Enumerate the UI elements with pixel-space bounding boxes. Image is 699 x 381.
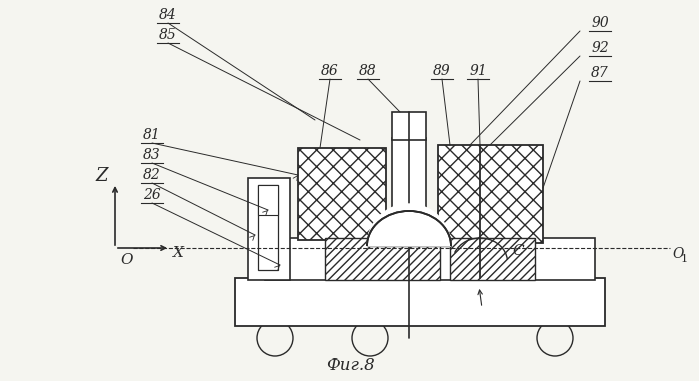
Bar	[258, 185, 278, 270]
Text: 88: 88	[359, 64, 377, 78]
Text: 81: 81	[143, 128, 161, 142]
Text: 90: 90	[591, 16, 609, 30]
Wedge shape	[367, 204, 451, 246]
Text: X: X	[173, 246, 184, 260]
Text: 85: 85	[159, 28, 177, 42]
Text: 89: 89	[433, 64, 451, 78]
Bar	[392, 138, 426, 246]
Text: O: O	[120, 253, 133, 267]
Bar	[258, 185, 278, 215]
Text: 83: 83	[143, 148, 161, 162]
Text: 92: 92	[591, 41, 609, 55]
Bar	[392, 112, 426, 140]
Text: 91: 91	[469, 64, 487, 78]
Bar	[235, 278, 605, 326]
Bar	[438, 145, 543, 243]
Text: Z: Z	[95, 167, 108, 185]
Text: Фиг.8: Фиг.8	[326, 357, 375, 374]
Bar	[298, 148, 386, 240]
Text: 26: 26	[143, 188, 161, 202]
Bar	[248, 178, 290, 280]
Text: 86: 86	[321, 64, 339, 78]
Bar	[450, 238, 535, 280]
Text: 1: 1	[681, 254, 688, 264]
Bar	[325, 238, 440, 280]
Text: O: O	[672, 247, 684, 261]
Text: 84: 84	[159, 8, 177, 22]
Text: 82: 82	[143, 168, 161, 182]
Bar	[265, 238, 595, 280]
Text: 87: 87	[591, 66, 609, 80]
Text: C: C	[512, 244, 524, 258]
